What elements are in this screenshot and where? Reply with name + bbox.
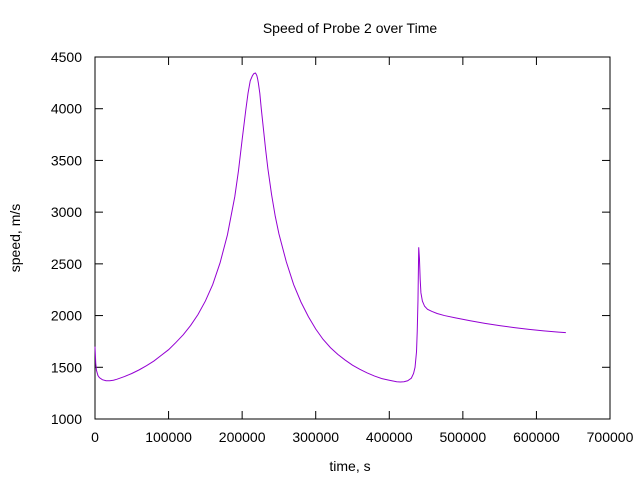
y-tick-label: 3000 bbox=[51, 204, 82, 220]
y-tick-label: 4500 bbox=[51, 49, 82, 65]
x-tick-label: 700000 bbox=[587, 429, 634, 445]
y-tick-label: 1500 bbox=[51, 359, 82, 375]
y-tick-label: 2000 bbox=[51, 308, 82, 324]
y-axis: 1000 1500 2000 2500 3000 3500 4000 4500 bbox=[51, 49, 610, 427]
x-axis-label: time, s bbox=[329, 458, 370, 474]
y-tick-label: 2500 bbox=[51, 256, 82, 272]
x-tick-label: 200000 bbox=[219, 429, 266, 445]
x-tick-label: 600000 bbox=[513, 429, 560, 445]
y-tick-label: 1000 bbox=[51, 411, 82, 427]
y-tick-label: 4000 bbox=[51, 101, 82, 117]
plot-frame bbox=[94, 56, 611, 420]
x-tick-label: 100000 bbox=[145, 429, 192, 445]
y-tick-label: 3500 bbox=[51, 152, 82, 168]
x-tick-label: 400000 bbox=[366, 429, 413, 445]
x-tick-label: 300000 bbox=[292, 429, 339, 445]
chart-title: Speed of Probe 2 over Time bbox=[263, 20, 438, 36]
speed-line bbox=[94, 72, 566, 383]
x-tick-label: 500000 bbox=[439, 429, 486, 445]
x-axis: 0 100000 200000 300000 400000 500000 600000 700… bbox=[91, 57, 634, 445]
x-tick-label: 0 bbox=[91, 429, 99, 445]
y-axis-label: speed, m/s bbox=[7, 204, 23, 272]
